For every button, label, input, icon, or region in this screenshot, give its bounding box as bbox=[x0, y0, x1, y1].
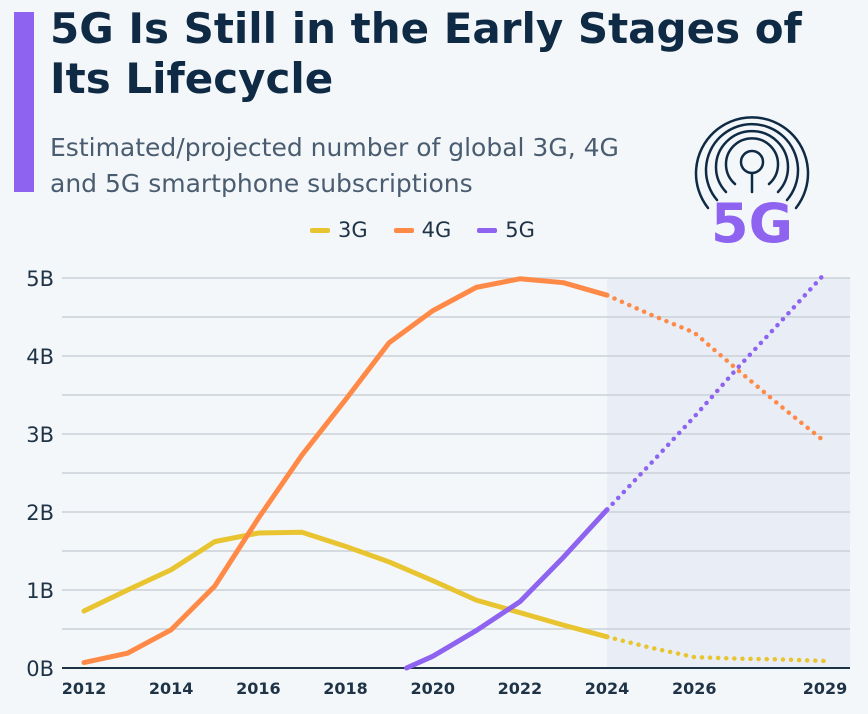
y-tick-label: 5B bbox=[26, 267, 54, 291]
series-projection-3g bbox=[604, 634, 828, 664]
y-tick-label: 2B bbox=[26, 501, 54, 525]
series-line-5g bbox=[404, 507, 610, 671]
x-tick-label: 2029 bbox=[803, 679, 848, 698]
legend-swatch bbox=[477, 227, 498, 233]
chart-title: 5G Is Still in the Early Stages of Its L… bbox=[50, 4, 802, 103]
legend-swatch bbox=[393, 227, 414, 233]
y-tick-label: 3B bbox=[26, 423, 54, 447]
series-line-4g bbox=[81, 276, 610, 666]
x-tick-label: 2022 bbox=[498, 679, 543, 698]
x-tick-label: 2018 bbox=[323, 679, 368, 698]
legend-item-3g: 3G bbox=[310, 218, 368, 242]
series-line-3g bbox=[81, 529, 610, 640]
y-tick-label: 0B bbox=[26, 657, 54, 681]
logo-text: 5G bbox=[711, 192, 793, 252]
legend-label: 5G bbox=[505, 218, 535, 242]
y-tick-label: 1B bbox=[26, 579, 54, 603]
y-tick-label: 4B bbox=[26, 345, 54, 369]
series-projection-5g bbox=[604, 271, 828, 512]
series-projection-4g bbox=[604, 292, 828, 445]
legend: 3G 4G 5G bbox=[310, 218, 535, 242]
legend-item-5g: 5G bbox=[477, 218, 535, 242]
antenna-signal-icon bbox=[694, 116, 810, 210]
x-tick-label: 2020 bbox=[410, 679, 455, 698]
legend-label: 3G bbox=[338, 218, 368, 242]
legend-item-4g: 4G bbox=[393, 218, 452, 242]
chart-subtitle: Estimated/projected number of global 3G,… bbox=[50, 133, 619, 198]
legend-swatch bbox=[310, 227, 330, 233]
x-tick-label: 2026 bbox=[672, 679, 717, 698]
logo-5g: 5G bbox=[694, 116, 810, 252]
accent-bar bbox=[14, 12, 34, 192]
x-tick-label: 2012 bbox=[62, 679, 107, 698]
x-tick-label: 2016 bbox=[236, 679, 281, 698]
legend-label: 4G bbox=[421, 218, 452, 242]
x-tick-label: 2014 bbox=[149, 679, 194, 698]
x-tick-label: 2024 bbox=[585, 679, 630, 698]
